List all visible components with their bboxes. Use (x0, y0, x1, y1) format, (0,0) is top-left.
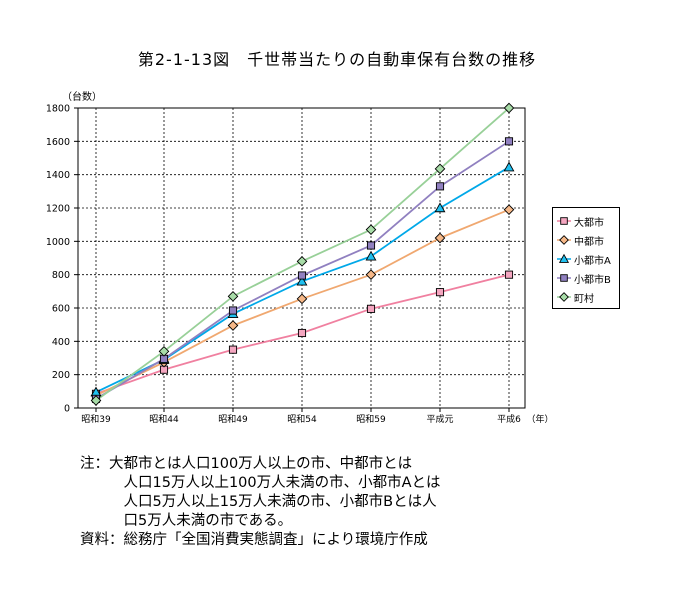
x-tick-label: 昭和59 (356, 414, 386, 425)
data-point (227, 291, 239, 302)
data-point (365, 250, 377, 261)
legend-item: 中都市 (557, 233, 604, 248)
note-line: 口5万人未満の市である。 (80, 513, 293, 529)
data-point (435, 182, 445, 191)
data-point (228, 345, 238, 354)
legend-label: 町村 (574, 293, 594, 305)
legend-marker-icon (557, 292, 571, 302)
data-point (504, 137, 514, 146)
note-line: 注：大都市とは人口100万人以上の市、中都市とは (80, 456, 413, 472)
data-point (296, 256, 308, 267)
y-axis-unit: （台数） (62, 92, 102, 103)
x-axis-unit: （年） (526, 413, 553, 425)
legend-marker-icon (557, 235, 571, 245)
data-point (296, 275, 308, 286)
legend-item: 大都市 (557, 214, 604, 229)
legend-marker (560, 274, 568, 282)
y-tick-label: 400 (52, 337, 70, 348)
data-point (297, 271, 307, 280)
legend-marker-icon (557, 253, 571, 263)
y-tick-label: 200 (52, 370, 70, 381)
legend-label: 小都市B (574, 274, 611, 286)
x-tick-label: 平成6 (497, 413, 521, 425)
y-tick-label: 800 (52, 270, 70, 281)
y-tick-label: 1400 (46, 170, 70, 181)
legend-label: 中都市 (574, 236, 604, 248)
data-point (296, 293, 308, 305)
data-point (434, 232, 446, 244)
legend-label: 大都市 (574, 217, 604, 229)
legend-item: 小都市A (557, 252, 611, 267)
note-line: 人口15万人以上100万人未満の市、小都市Aとは (80, 475, 441, 491)
legend-marker (559, 235, 569, 245)
x-tick-label: 昭和54 (287, 414, 317, 425)
x-tick-label: 昭和39 (81, 414, 111, 425)
data-point (90, 395, 102, 406)
legend: 大都市中都市小都市A 小都市B 町村 (552, 207, 620, 309)
data-point (228, 306, 238, 315)
data-point (227, 320, 239, 331)
data-point (366, 241, 376, 250)
note-line: 人口5万人以上15万人未満の市、小都市Bとは人 (80, 494, 437, 510)
x-tick-label: 平成元 (426, 413, 453, 425)
note-line: 資料：総務庁「全国消費実態調査」により環境庁作成 (80, 532, 428, 548)
legend-marker (558, 253, 570, 263)
x-tick-label: 昭和49 (218, 414, 248, 425)
legend-item: 町村 (557, 290, 594, 305)
data-point (365, 224, 377, 235)
data-point (504, 270, 514, 279)
y-tick-label: 600 (52, 304, 70, 315)
data-point (503, 204, 515, 215)
y-tick-label: 0 (64, 404, 70, 415)
data-point (503, 161, 515, 172)
data-point (158, 346, 170, 357)
legend-marker-icon (557, 274, 571, 282)
legend-marker (560, 217, 568, 225)
data-point (435, 288, 445, 297)
legend-marker-icon (557, 217, 571, 225)
chart-title: 第2-1-13図 千世帯当たりの自動車保有台数の推移 (137, 50, 537, 69)
data-point (365, 269, 377, 280)
data-point (503, 102, 515, 114)
legend-label: 小都市A (574, 255, 611, 267)
notes: 注：大都市とは人口100万人以上の市、中都市とは 人口15万人以上100万人未満… (80, 455, 441, 550)
y-tick-label: 1600 (46, 137, 70, 148)
legend-marker (559, 292, 569, 302)
y-tick-label: 1200 (46, 204, 70, 215)
legend-item: 小都市B (557, 271, 611, 286)
x-tick-label: 昭和44 (149, 414, 179, 425)
line-chart: 0 200 400 600 800 1000 1200 1400 1600 1800 昭和39 昭和4… (46, 102, 554, 425)
y-tick-label: 1000 (46, 237, 70, 248)
data-point (434, 163, 446, 175)
y-tick-label: 1800 (46, 104, 70, 115)
data-point (434, 202, 446, 213)
data-point (297, 328, 307, 338)
data-point (366, 304, 376, 313)
